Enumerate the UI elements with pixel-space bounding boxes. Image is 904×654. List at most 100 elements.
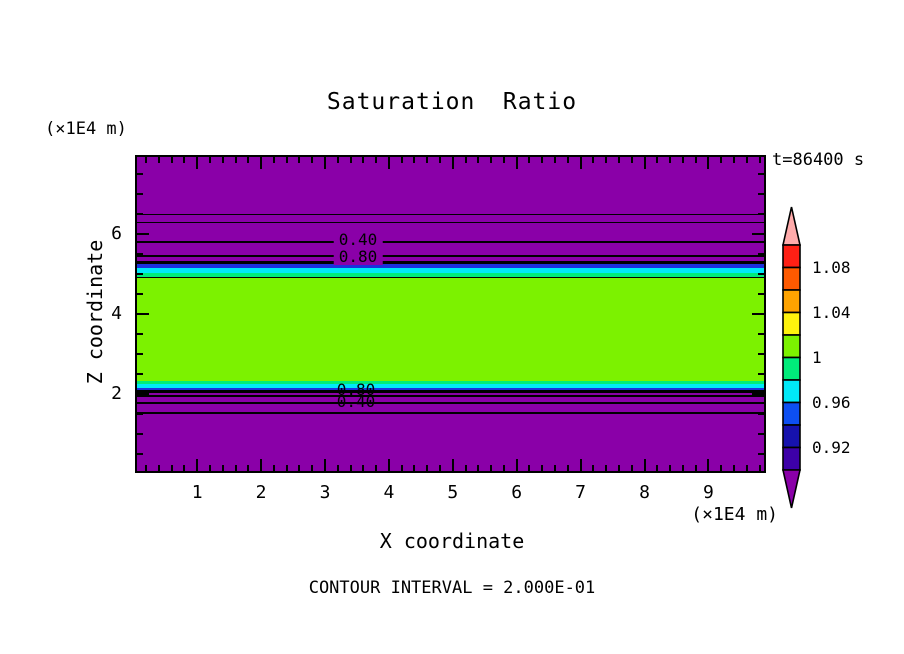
plot-area: 0.40 0.80 0.80 0.40 xyxy=(135,155,766,473)
axis-tick xyxy=(502,157,505,163)
axis-tick xyxy=(137,372,143,375)
axis-tick xyxy=(758,465,761,471)
axis-tick xyxy=(260,157,263,169)
colorbar-cell xyxy=(782,446,801,471)
axis-tick xyxy=(137,233,149,236)
contour-label-0.80-bottom: 0.80 xyxy=(336,380,376,399)
axis-tick xyxy=(324,157,326,169)
contour-label-0.80-top: 0.80 xyxy=(333,249,383,265)
axis-tick xyxy=(554,157,557,163)
axis-tick xyxy=(490,465,493,471)
axis-tick xyxy=(137,193,143,196)
axis-tick xyxy=(758,372,764,375)
axis-tick xyxy=(137,392,149,395)
axis-tick xyxy=(630,465,633,471)
axis-tick xyxy=(451,459,454,471)
colorbar-cell xyxy=(782,379,801,404)
x-tick-label: 8 xyxy=(639,482,650,503)
contour-line-0.80-bottom xyxy=(137,395,764,397)
contour-line-0.40-top xyxy=(137,241,764,243)
axis-tick xyxy=(400,157,403,163)
axis-tick xyxy=(592,157,595,163)
axis-tick xyxy=(247,465,250,471)
axis-tick xyxy=(643,157,646,169)
time-annotation: t=86400 s xyxy=(772,150,865,170)
x-tick-label: 4 xyxy=(383,482,395,503)
axis-tick xyxy=(336,157,339,163)
colorbar-cell xyxy=(782,311,801,336)
x-axis-unit-label: (×1E4 m) xyxy=(691,504,778,525)
axis-tick xyxy=(336,465,339,471)
contour-line xyxy=(137,214,764,215)
colorbar-tick-label: 1 xyxy=(812,347,822,367)
axis-tick xyxy=(387,157,390,169)
y-tick-label: 6 xyxy=(111,223,122,245)
axis-tick xyxy=(137,452,143,455)
axis-tick xyxy=(617,157,620,163)
axis-tick xyxy=(234,465,237,471)
axis-tick xyxy=(732,157,735,163)
axis-tick xyxy=(707,157,710,169)
axis-tick xyxy=(752,392,764,395)
axis-tick xyxy=(694,157,697,163)
axis-tick xyxy=(605,157,608,163)
contour-line xyxy=(137,222,764,223)
transition-band-blue-top xyxy=(137,264,764,268)
axis-tick xyxy=(745,157,748,163)
contour-interval-note: CONTOUR INTERVAL = 2.000E-01 xyxy=(308,578,596,598)
axis-tick xyxy=(528,465,531,471)
axis-tick xyxy=(694,465,697,471)
axis-tick xyxy=(477,157,480,163)
axis-tick xyxy=(758,157,761,163)
x-tick-label: 9 xyxy=(702,482,714,503)
colorbar-cell xyxy=(782,244,801,269)
axis-tick xyxy=(515,459,518,471)
axis-tick xyxy=(720,465,723,471)
axis-tick xyxy=(758,412,764,415)
colorbar-cell xyxy=(782,356,801,381)
axis-tick xyxy=(656,157,659,163)
axis-tick xyxy=(145,465,148,471)
axis-tick xyxy=(752,313,764,315)
colorbar-below-range-arrow xyxy=(782,469,801,509)
axis-tick xyxy=(758,273,764,276)
colorbar-tick-label: 0.96 xyxy=(812,392,851,412)
axis-tick xyxy=(502,465,505,471)
axis-tick xyxy=(137,352,143,355)
axis-tick xyxy=(758,432,764,435)
axis-tick xyxy=(758,213,764,216)
axis-tick xyxy=(758,193,764,196)
axis-tick xyxy=(137,412,143,415)
axis-tick xyxy=(196,157,199,169)
axis-tick xyxy=(669,465,672,471)
axis-tick xyxy=(285,465,288,471)
axis-tick xyxy=(170,465,173,471)
axis-tick xyxy=(298,157,301,163)
colorbar-cell xyxy=(782,401,801,426)
axis-tick xyxy=(451,157,454,169)
contour-line-1.00-top xyxy=(137,277,764,278)
axis-tick xyxy=(413,157,416,163)
axis-tick xyxy=(387,459,390,471)
axis-tick xyxy=(221,465,224,471)
axis-tick xyxy=(732,465,735,471)
saturated-band-green xyxy=(137,278,764,381)
axis-tick xyxy=(137,313,149,315)
colorbar-tick-label: 0.92 xyxy=(812,437,851,457)
axis-tick xyxy=(362,157,365,163)
colorbar-cell xyxy=(782,289,801,314)
axis-tick xyxy=(285,157,288,163)
transition-band-cyan-top xyxy=(137,268,764,273)
axis-tick xyxy=(592,465,595,471)
axis-tick xyxy=(720,157,723,163)
axis-tick xyxy=(630,157,633,163)
contour-line xyxy=(137,412,764,414)
x-tick-label: 3 xyxy=(319,482,331,503)
axis-tick xyxy=(234,157,237,163)
contour-line-thick-top xyxy=(137,261,764,264)
axis-tick xyxy=(758,352,764,355)
x-tick-label: 1 xyxy=(191,482,203,503)
axis-tick xyxy=(758,452,764,455)
axis-tick xyxy=(137,293,143,296)
contour-label-0.40-top: 0.40 xyxy=(333,232,383,248)
